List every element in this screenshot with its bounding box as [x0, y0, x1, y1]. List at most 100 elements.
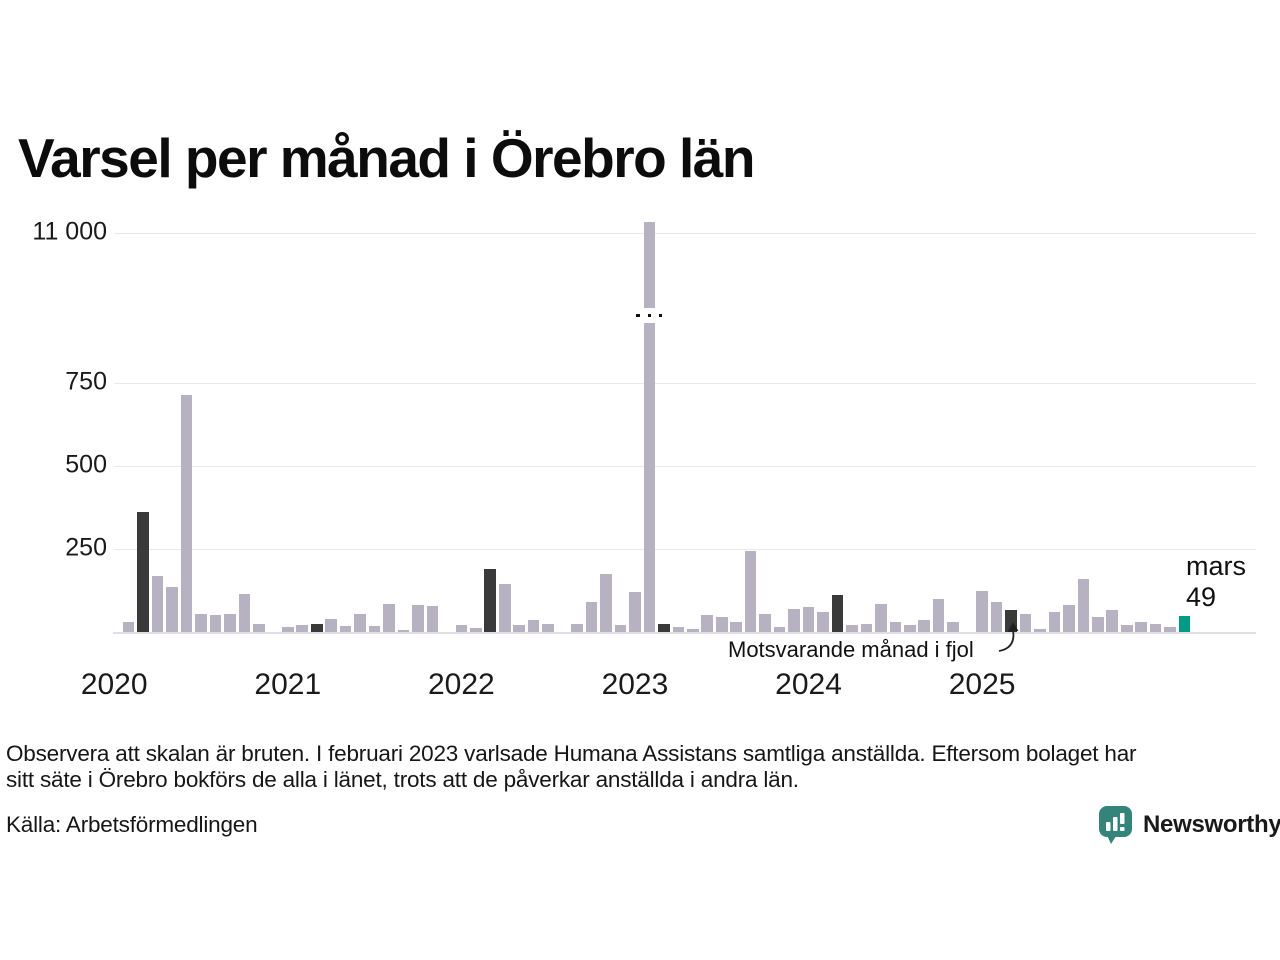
bar [744, 550, 757, 632]
source-credit: Källa: Arbetsförmedlingen [6, 812, 258, 837]
bar [571, 623, 583, 632]
bar [542, 623, 554, 632]
bar-same-month-last-year [484, 568, 497, 632]
bar [339, 626, 352, 632]
highlight-annotation: Motsvarande månad i fjol [728, 637, 974, 662]
bar [195, 613, 207, 632]
bar [296, 625, 309, 632]
bar [788, 608, 800, 632]
x-tick-label: 2023 [601, 668, 669, 701]
bar-same-month-last-year [1005, 610, 1017, 632]
bar [253, 623, 265, 632]
bar [354, 613, 366, 632]
bar [1019, 613, 1032, 632]
bar [947, 622, 959, 632]
x-tick-label: 2022 [427, 668, 495, 701]
bar [773, 627, 786, 632]
bar [860, 623, 873, 632]
current-month-name: mars [1186, 551, 1246, 581]
x-tick-label: 2021 [254, 668, 322, 701]
bar [802, 607, 815, 632]
bar [1149, 623, 1162, 632]
bar [426, 606, 439, 632]
annotation-arrow-icon [998, 622, 1019, 652]
bar [918, 620, 931, 632]
bar [325, 618, 337, 632]
bar [397, 630, 410, 632]
bar [412, 605, 424, 632]
bar-same-month-last-year [831, 595, 844, 632]
bar [527, 620, 540, 632]
bar [932, 598, 945, 632]
bar [730, 622, 742, 632]
y-gridline [114, 383, 1256, 384]
x-tick-label: 2025 [948, 668, 1016, 701]
bar [701, 615, 714, 632]
bar [759, 613, 771, 632]
current-month-label: mars 49 [1186, 551, 1246, 613]
bar-broken-bottom [643, 323, 656, 632]
y-gridline [114, 549, 1256, 550]
bar [990, 602, 1003, 632]
bar [875, 603, 887, 632]
y-tick-label: 500 [65, 450, 107, 479]
footnote-line1: Observera att skalan är bruten. I februa… [6, 741, 1137, 766]
x-tick-label: 2024 [775, 668, 842, 701]
bar [687, 628, 699, 632]
bar [368, 626, 381, 632]
bar [1077, 578, 1090, 632]
bar [903, 625, 916, 632]
bar [1063, 605, 1075, 632]
bar [238, 593, 251, 632]
bar [122, 622, 135, 632]
scale-break-dot [636, 313, 640, 317]
bar [672, 627, 685, 632]
bar [846, 625, 858, 632]
bar-same-month-last-year [658, 623, 670, 632]
bar [1048, 612, 1061, 632]
chart-title: Varsel per månad i Örebro län [18, 127, 755, 189]
bar [1120, 625, 1133, 632]
y-tick-label: 11 000 [32, 217, 107, 246]
bar [614, 625, 627, 632]
y-gridline [114, 466, 1256, 467]
bar-current-month [1178, 615, 1191, 632]
bar [715, 617, 728, 632]
bar [180, 394, 193, 632]
bar [817, 612, 829, 632]
bar [281, 627, 294, 632]
bar [889, 622, 902, 632]
brand-logo: Newsworthy [1098, 805, 1280, 845]
bar [1034, 628, 1046, 632]
scale-break-dot [658, 313, 663, 317]
bar-same-month-last-year [310, 623, 323, 632]
bar [470, 628, 482, 632]
x-axis-baseline [113, 632, 1256, 634]
bar [1106, 610, 1119, 632]
brand-name: Newsworthy [1143, 811, 1280, 838]
footnote-line2: sitt säte i Örebro bokförs de alla i län… [6, 767, 799, 792]
bar [455, 625, 468, 632]
bar [209, 615, 222, 632]
scale-break-dot [647, 313, 652, 317]
bar [1135, 622, 1147, 632]
y-gridline [114, 233, 1256, 234]
y-tick-label: 750 [65, 367, 107, 396]
bar [513, 625, 525, 632]
bar [585, 602, 598, 632]
footnote: Observera att skalan är bruten. I februa… [6, 741, 1137, 793]
bar [1092, 617, 1104, 632]
y-tick-label: 250 [65, 533, 107, 562]
bar [383, 603, 395, 632]
bar [976, 590, 988, 632]
newsworthy-pin-icon [1099, 806, 1132, 844]
bar [166, 587, 178, 632]
bar-same-month-last-year [137, 512, 149, 632]
bar [600, 573, 612, 632]
x-tick-label: 2020 [80, 668, 148, 701]
bar-broken-top [643, 222, 656, 308]
bar [498, 583, 511, 632]
bar [224, 613, 236, 632]
bar [629, 592, 641, 632]
